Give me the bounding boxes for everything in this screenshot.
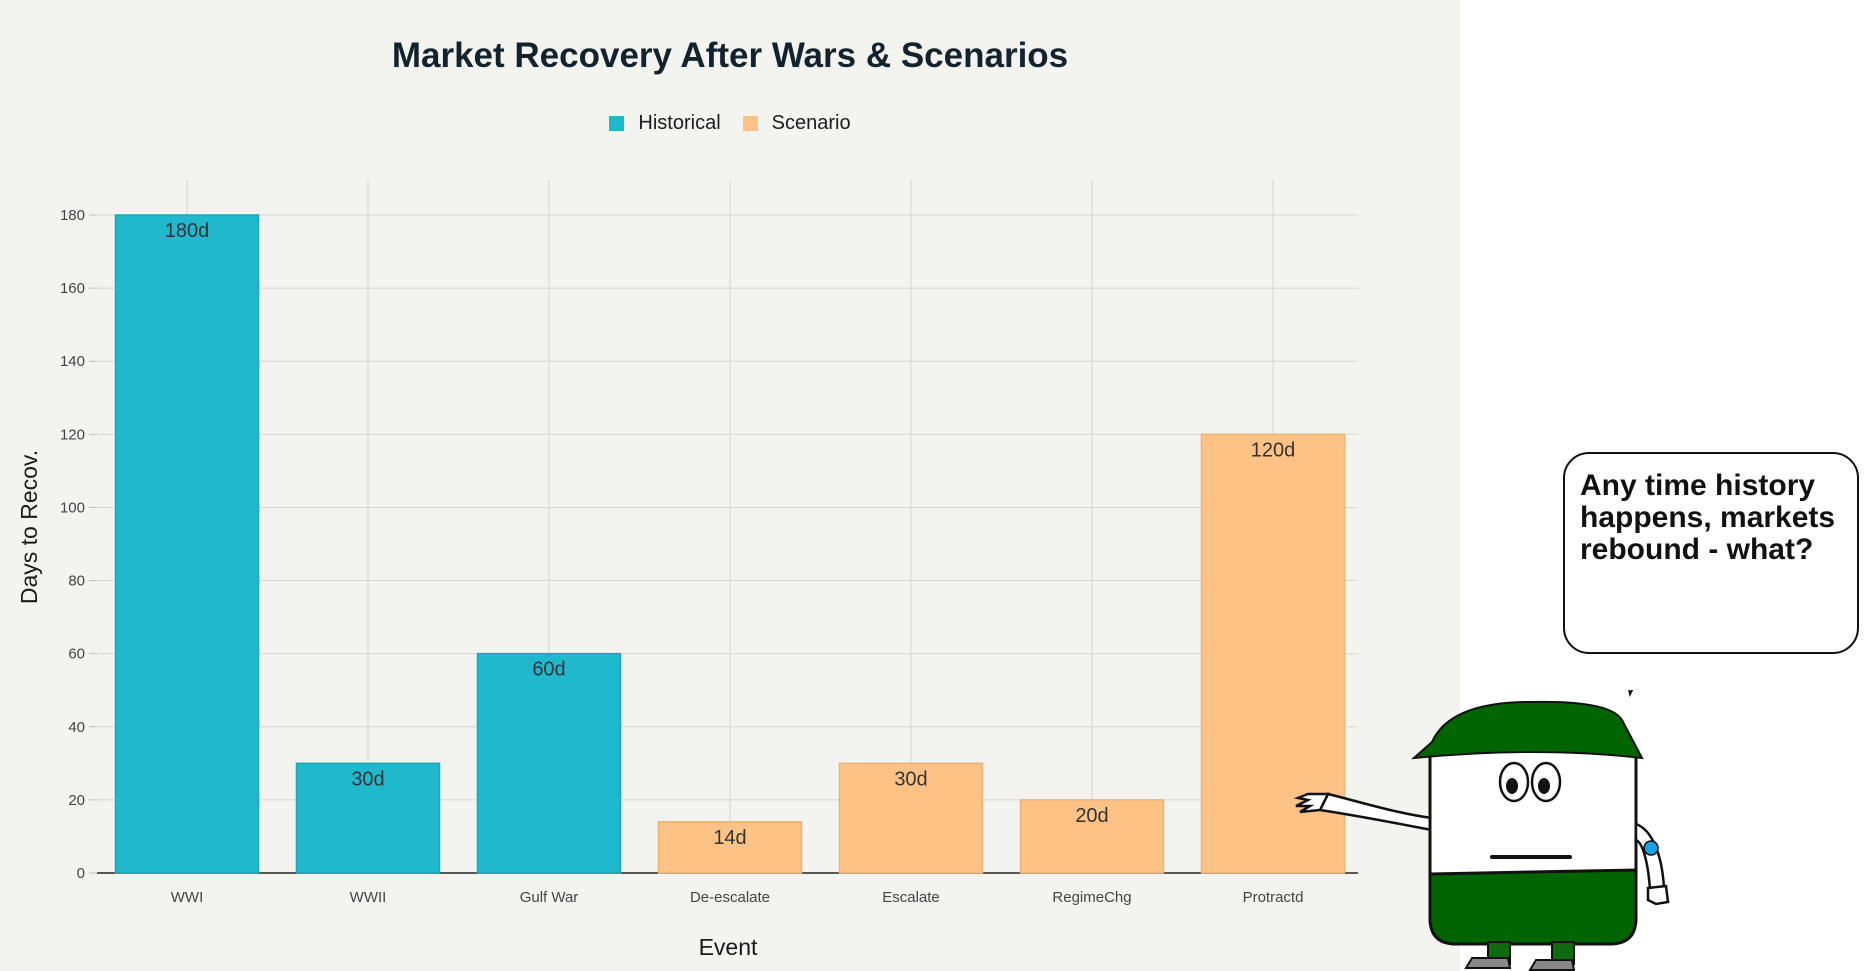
legend-swatch-scenario <box>742 116 758 131</box>
mascot-hat <box>1411 700 1644 760</box>
chart-legend: Historical Scenario <box>0 112 1460 135</box>
bar-data-label-0: 180d <box>165 220 210 242</box>
mascot-pointing-arm <box>1318 792 1434 832</box>
mascot-shoe-left <box>1464 957 1512 969</box>
y-tick-label-120: 120 <box>60 426 85 443</box>
mascot-pointing-hand <box>1293 792 1331 814</box>
y-tick-label-40: 40 <box>68 719 85 736</box>
x-tick-label-2: Gulf War <box>520 889 579 906</box>
bar-data-label-6: 120d <box>1251 439 1296 461</box>
green-hat-character-icon <box>1293 690 1670 971</box>
y-tick-label-80: 80 <box>68 573 85 590</box>
chart-title: Market Recovery After Wars & Scenarios <box>391 36 1069 75</box>
x-tick-label-3: De-escalate <box>690 889 770 906</box>
bar-data-label-4: 30d <box>894 768 927 790</box>
bar-escalate <box>838 762 984 874</box>
y-tick-label-180: 180 <box>60 207 85 224</box>
legend-label-scenario: Scenario <box>771 112 851 134</box>
y-tick-label-0: 0 <box>77 865 85 882</box>
x-tick-label-0: WWI <box>171 889 203 906</box>
speech-bubble-tail <box>1628 690 1634 697</box>
y-tick-label-100: 100 <box>60 499 85 516</box>
y-tick-label-160: 160 <box>60 280 85 297</box>
x-tick-label-1: WWII <box>350 889 387 906</box>
x-tick-label-5: RegimeChg <box>1052 889 1131 906</box>
legend-entry-scenario: Scenario <box>742 112 851 135</box>
bar-chart: 0 20 40 60 80 100 120 140 160 180 WWI WWII Gulf War D… <box>16 180 1358 960</box>
grid-layer <box>89 180 1358 874</box>
chart-panel: Market Recovery After Wars & Scenarios H… <box>0 0 1460 971</box>
mascot-arm-badge <box>1643 840 1659 856</box>
mascot-pupil-left <box>1506 778 1518 794</box>
y-tick-label-20: 20 <box>68 792 85 809</box>
bar-data-label-1: 30d <box>351 768 384 790</box>
bar-data-label-2: 60d <box>532 659 565 681</box>
bar-wwi <box>114 214 260 874</box>
x-axis-title: Event <box>699 934 758 960</box>
legend-label-historical: Historical <box>638 112 721 134</box>
speech-bubble-text: Any time history happens, markets reboun… <box>1580 469 1836 566</box>
speech-bubble: Any time history happens, markets reboun… <box>1563 452 1859 654</box>
legend-entry-historical: Historical <box>609 112 721 135</box>
y-tick-label-60: 60 <box>68 646 85 663</box>
mascot-shoe-right <box>1528 959 1576 971</box>
label-layer: 180d 30d 60d 14d 30d 20d 120d <box>165 220 1296 849</box>
bar-layer <box>114 214 1346 874</box>
mascot-side-arm <box>1634 822 1666 892</box>
y-axis-title: Days to Recov. <box>16 450 42 604</box>
y-tick-label-140: 140 <box>60 353 85 370</box>
legend-swatch-historical <box>609 116 625 131</box>
mascot-side-hand <box>1646 884 1670 906</box>
bar-regimechg <box>1019 799 1165 874</box>
bar-data-label-5: 20d <box>1075 805 1108 827</box>
mascot-body-band <box>1428 868 1638 946</box>
bar-gulf-war <box>476 652 622 874</box>
x-tick-label-4: Escalate <box>882 889 940 906</box>
tick-layer: 0 20 40 60 80 100 120 140 160 180 WWI WWII Gulf War D… <box>60 207 1303 906</box>
bar-de-escalate <box>657 821 803 874</box>
bar-wwii <box>295 762 441 874</box>
bar-data-label-3: 14d <box>713 827 746 849</box>
x-tick-label-6: Protractd <box>1243 889 1304 906</box>
mascot-pupil-right <box>1538 778 1550 794</box>
